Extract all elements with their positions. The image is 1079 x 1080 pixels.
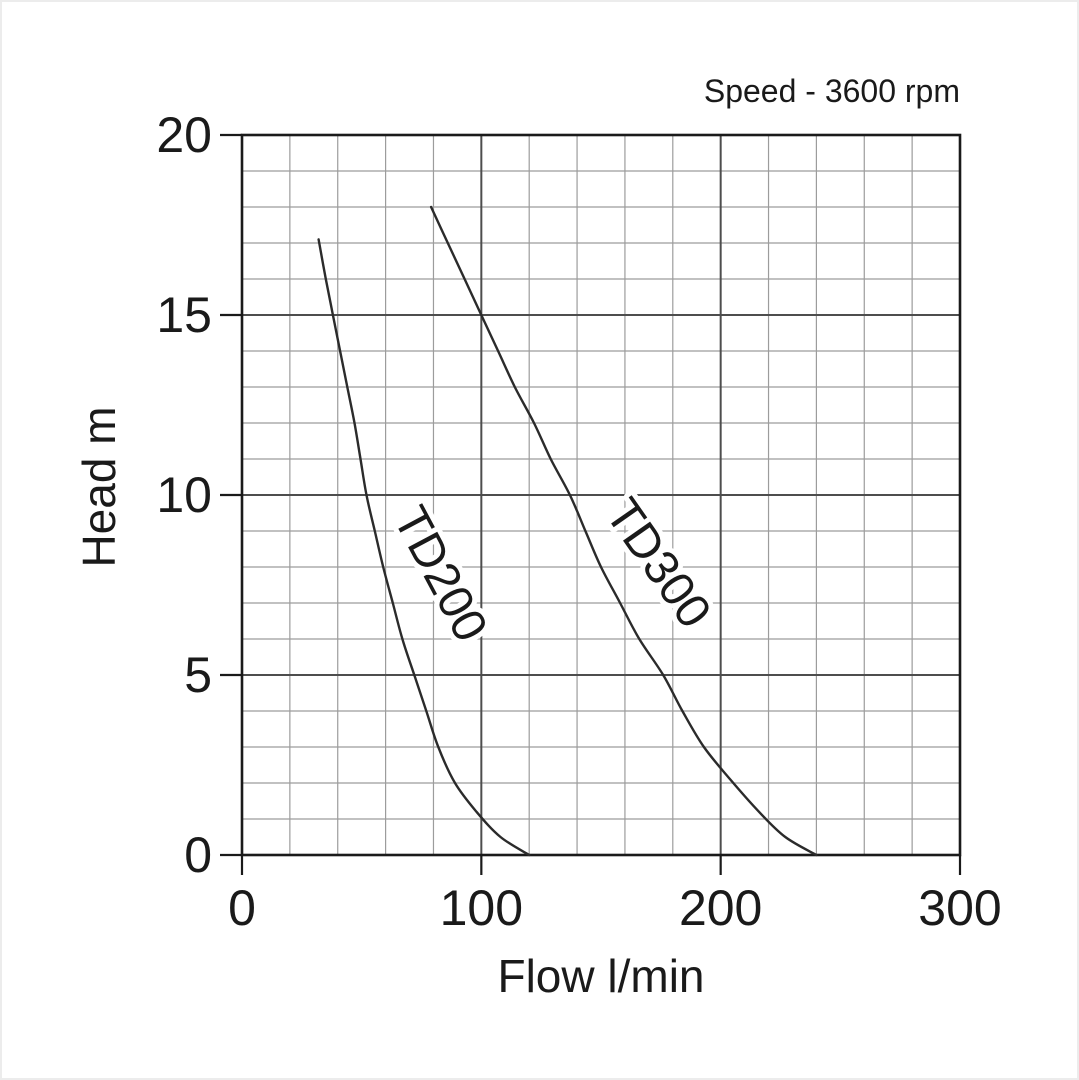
- y-axis-title: Head m: [73, 406, 125, 567]
- y-tick-label: 15: [156, 287, 212, 343]
- x-axis-title: Flow l/min: [497, 950, 704, 1002]
- speed-annotation: Speed - 3600 rpm: [704, 73, 960, 109]
- curve-td200: [317, 238, 531, 857]
- y-tick-label: 20: [156, 107, 212, 163]
- x-tick-label: 300: [918, 880, 1001, 936]
- y-tick-label: 0: [184, 827, 212, 883]
- curve-label-td300: TD300: [595, 489, 721, 637]
- y-tick-label: 5: [184, 647, 212, 703]
- x-tick-label: 200: [679, 880, 762, 936]
- y-tick-label: 10: [156, 467, 212, 523]
- curve-td300: [429, 205, 818, 857]
- x-tick-label: 100: [440, 880, 523, 936]
- x-tick-label: 0: [228, 880, 256, 936]
